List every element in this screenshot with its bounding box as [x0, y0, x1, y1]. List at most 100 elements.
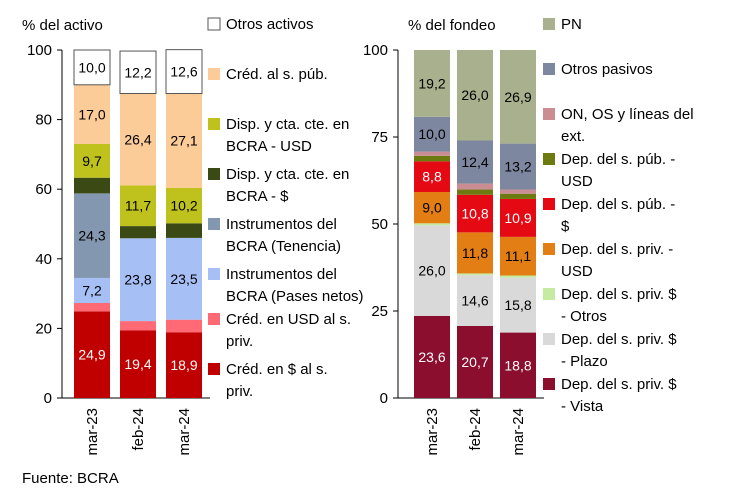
- legend-swatch: [543, 18, 555, 30]
- x-category-label: feb-24: [130, 408, 147, 451]
- y-tick-label: 80: [35, 112, 52, 129]
- data-label: 10,0: [78, 59, 105, 75]
- data-label: 8,8: [422, 169, 442, 185]
- y-tick-label: 0: [380, 390, 388, 407]
- y-tick-label: 100: [363, 42, 388, 59]
- legend-label: Dep. del s. púb. -$: [561, 196, 675, 235]
- bar-segment: [166, 319, 202, 333]
- data-label: 20,7: [461, 354, 488, 370]
- data-label: 9,7: [82, 153, 102, 169]
- y-tick-label: 25: [371, 303, 388, 320]
- bar-segment: [74, 177, 110, 194]
- bar-segment: [120, 226, 156, 239]
- y-tick-label: 50: [371, 216, 388, 233]
- bar-segment: [74, 84, 110, 144]
- x-category-label: mar-23: [424, 408, 441, 456]
- bar-segment: [500, 236, 536, 276]
- legend-swatch: [208, 363, 220, 375]
- legend-label: Disp. y cta. cte. en BCRA - USD: [226, 116, 349, 155]
- y-axis-title-right: % del fondeo: [408, 17, 496, 34]
- bar-segment: [74, 311, 110, 398]
- data-label: 26,9: [504, 89, 531, 105]
- bar-segment: [166, 187, 202, 224]
- data-label: 26,4: [124, 131, 151, 147]
- chart-panel-fondeo: 0 25 50 75 100 23,6 26,0 9,0 8,8 10,0 19,2 mar-23 20…: [363, 16, 694, 456]
- bar-segment: [73, 49, 111, 86]
- legend-swatch: [543, 108, 555, 120]
- data-label: 11,7: [125, 198, 151, 214]
- legend-label: PN: [561, 16, 582, 33]
- legend-label: Otros pasivos: [561, 61, 653, 78]
- data-label: 10,8: [461, 206, 488, 222]
- bar-segment: [500, 277, 536, 333]
- data-label: 9,0: [422, 200, 442, 216]
- bar-segment: [457, 325, 493, 398]
- legend-label: Disp. y cta. cte. en BCRA - $: [226, 166, 349, 205]
- legend-swatch: [543, 198, 555, 210]
- legend-label: Instrumentos del BCRA (Tenencia): [226, 216, 341, 255]
- y-tick-label: 0: [44, 390, 52, 407]
- legend-label: Dep. del s. púb. -USD: [561, 151, 675, 190]
- bar-segment: [500, 332, 536, 398]
- bar-segment: [414, 225, 450, 316]
- data-label: 26,0: [418, 263, 445, 279]
- legend-label: Otros activos: [226, 16, 314, 33]
- bar-segment: [120, 93, 156, 186]
- data-label: 18,9: [170, 357, 197, 373]
- data-label: 12,6: [170, 64, 197, 80]
- legend-swatch: [543, 333, 555, 345]
- data-label: 11,8: [462, 245, 488, 261]
- data-label: 7,2: [82, 282, 102, 298]
- bar-segment: [119, 50, 157, 94]
- legend-label: Instrumentos del BCRA (Pases netos): [226, 266, 364, 305]
- bar-segment: [120, 330, 156, 398]
- bar-segment: [500, 198, 536, 237]
- legend-swatch: [208, 313, 220, 325]
- bar-segment: [414, 155, 450, 162]
- x-category-label: feb-24: [467, 408, 484, 451]
- data-label: 12,4: [461, 154, 488, 170]
- legend-label: ON, OS y líneas del ext.: [561, 106, 694, 145]
- data-label: 15,8: [504, 297, 531, 313]
- legend-swatch: [543, 378, 555, 390]
- bar-segment: [457, 232, 493, 274]
- legend-label: Dep. del s. priv. $ - Vista: [561, 376, 677, 415]
- data-label: 24,9: [78, 347, 105, 363]
- bar-segment: [120, 185, 156, 227]
- bar-segment: [457, 189, 493, 195]
- data-label: 12,2: [124, 64, 151, 80]
- bar-segment: [414, 50, 450, 117]
- y-tick-label: 40: [35, 251, 52, 268]
- bar-segment: [500, 143, 536, 190]
- legend-label: Créd. en USD al s. priv.: [226, 311, 351, 350]
- data-label: 13,2: [504, 159, 531, 175]
- bar-segment: [74, 193, 110, 278]
- y-tick-label: 60: [35, 181, 52, 198]
- bar-segment: [414, 116, 450, 152]
- legend-swatch: [207, 17, 221, 31]
- bar-segment: [457, 140, 493, 184]
- data-label: 17,0: [78, 106, 105, 122]
- bar-segment: [74, 302, 110, 312]
- bar-segment: [166, 237, 202, 320]
- data-label: 10,9: [504, 210, 531, 226]
- data-label: 26,0: [461, 87, 488, 103]
- data-label: 19,4: [124, 356, 151, 372]
- legend-swatch: [543, 288, 555, 300]
- data-label: 11,1: [505, 248, 531, 264]
- bar-segment: [414, 223, 450, 226]
- data-label: 24,3: [78, 228, 105, 244]
- legend-label: Créd. en $ al s. priv.: [226, 361, 328, 400]
- legend-swatch: [543, 153, 555, 165]
- bar-segment: [457, 183, 493, 190]
- legend-swatch: [543, 63, 555, 75]
- legend-swatch: [208, 68, 220, 80]
- legend-swatch: [208, 168, 220, 180]
- y-tick-label: 75: [371, 129, 388, 146]
- legend-swatch: [208, 118, 220, 130]
- bar-segment: [74, 143, 110, 178]
- data-label: 18,8: [504, 357, 531, 373]
- bar-segment: [457, 273, 493, 276]
- data-label: 10,2: [170, 198, 197, 214]
- data-label: 10,0: [418, 126, 445, 142]
